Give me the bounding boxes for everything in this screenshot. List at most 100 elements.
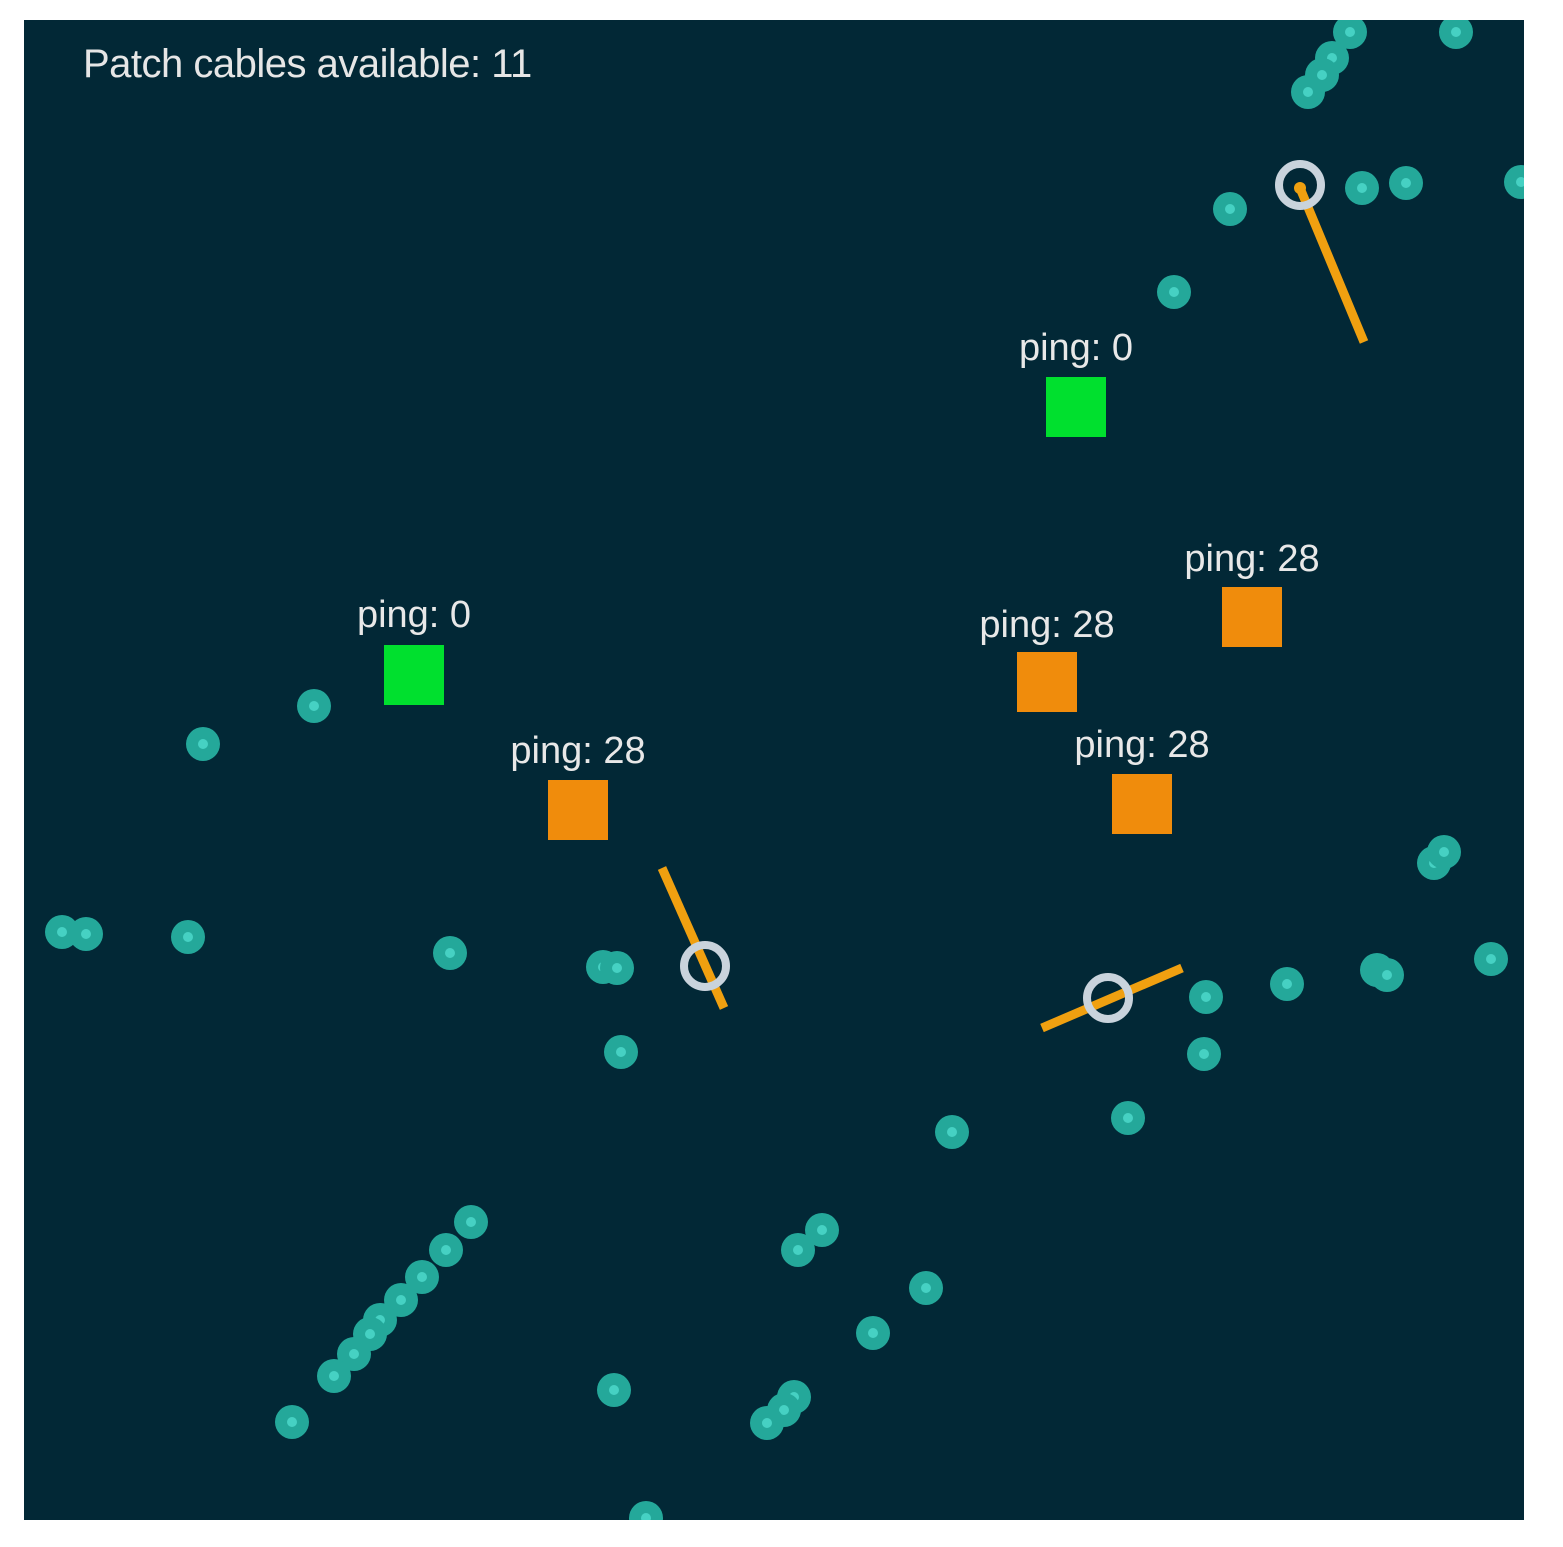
data-packet [805,1213,839,1247]
data-packet-body [1504,165,1524,199]
cables-layer [657,160,1369,1033]
data-packet-core [365,1329,375,1339]
data-packet [629,1501,663,1520]
cable-connector-ring[interactable] [680,941,730,991]
data-packet-core [1169,287,1179,297]
data-packet [1189,980,1223,1014]
game-field[interactable]: ping: 0 ping: 0 ping: 28 ping: 28 ping: … [24,20,1524,1520]
data-packet-core [779,1405,789,1415]
data-packet [604,1035,638,1069]
server-node-lagging[interactable] [548,780,608,840]
data-packet [597,1373,631,1407]
data-packet [1157,275,1191,309]
data-packet-core [466,1217,476,1227]
data-packet-core [641,1513,651,1520]
data-packet-core [1123,1113,1133,1123]
server-ping-label: ping: 28 [979,604,1114,646]
server-node-lagging[interactable] [1222,587,1282,647]
data-packet-core [1199,1049,1209,1059]
data-packet [856,1316,890,1350]
data-packet [297,689,331,723]
data-packet [1504,165,1524,199]
data-packet [429,1233,463,1267]
data-packet-core [609,1385,619,1395]
data-packet [317,1359,351,1393]
game-canvas[interactable]: ping: 0 ping: 0 ping: 28 ping: 28 ping: … [24,20,1524,1520]
data-packet-core [396,1295,406,1305]
data-packet [781,1233,815,1267]
data-packet [69,917,103,951]
data-packet-core [1317,70,1327,80]
packets-layer [45,20,1524,1520]
data-packet-core [1401,178,1411,188]
data-packet-core [1439,847,1449,857]
data-packet [1111,1101,1145,1135]
data-packet [1213,192,1247,226]
data-packet-core [183,932,193,942]
data-packet [433,936,467,970]
server-ping-label: ping: 0 [1019,327,1133,369]
data-packet-core [817,1225,827,1235]
data-packet [1333,20,1367,49]
data-packet [600,951,634,985]
patch-cable[interactable] [1040,963,1184,1033]
data-packet [405,1260,439,1294]
data-packet [171,920,205,954]
data-packet-core [1451,27,1461,37]
data-packet-core [287,1417,297,1427]
data-packet [337,1337,371,1371]
server-node-lagging[interactable] [1112,774,1172,834]
data-packet-core [349,1349,359,1359]
data-packet [1370,958,1404,992]
data-packet [1474,942,1508,976]
data-packet-core [1282,979,1292,989]
data-packet-core [1345,27,1355,37]
data-packet [1389,166,1423,200]
patch-cable[interactable] [1295,186,1369,344]
data-packet [1345,171,1379,205]
servers-layer: ping: 0 ping: 0 ping: 28 ping: 28 ping: … [357,327,1320,840]
data-packet-core [417,1272,427,1282]
data-packet-core [309,701,319,711]
data-packet-core [947,1127,957,1137]
data-packet-core [868,1328,878,1338]
data-packet-core [1357,183,1367,193]
data-packet-core [1486,954,1496,964]
data-packet-core [793,1245,803,1255]
data-packet [454,1205,488,1239]
data-packet-core [1303,87,1313,97]
data-packet [909,1271,943,1305]
server-ping-label: ping: 28 [1074,724,1209,766]
data-packet-core [1225,204,1235,214]
cable-connector-ring[interactable] [1083,973,1133,1023]
server-node-lagging[interactable] [1017,652,1077,712]
data-packet [935,1115,969,1149]
data-packet [1291,75,1325,109]
data-packet [186,727,220,761]
data-packet-core [198,739,208,749]
server-node-online[interactable] [1046,377,1106,437]
data-packet-core [1382,970,1392,980]
data-packet-core [329,1371,339,1381]
cable-connector-ring[interactable] [1275,160,1325,210]
data-packet-body [629,1501,663,1520]
server-ping-label: ping: 28 [1184,538,1319,580]
data-packet-core [616,1047,626,1057]
data-packet-core [921,1283,931,1293]
data-packet-core [81,929,91,939]
data-packet-core [612,963,622,973]
server-node-online[interactable] [384,645,444,705]
patch-cables-counter: Patch cables available: 11 [83,42,532,86]
data-packet [275,1405,309,1439]
server-ping-label: ping: 28 [510,730,645,772]
data-packet-core [441,1245,451,1255]
data-packet-core [762,1418,772,1428]
data-packet [1439,20,1473,49]
data-packet-core [1201,992,1211,1002]
data-packet-core [1516,177,1524,187]
data-packet [1427,835,1461,869]
data-packet [1187,1037,1221,1071]
data-packet [750,1406,784,1440]
data-packet-core [445,948,455,958]
cable-connector-dot [1294,182,1306,194]
